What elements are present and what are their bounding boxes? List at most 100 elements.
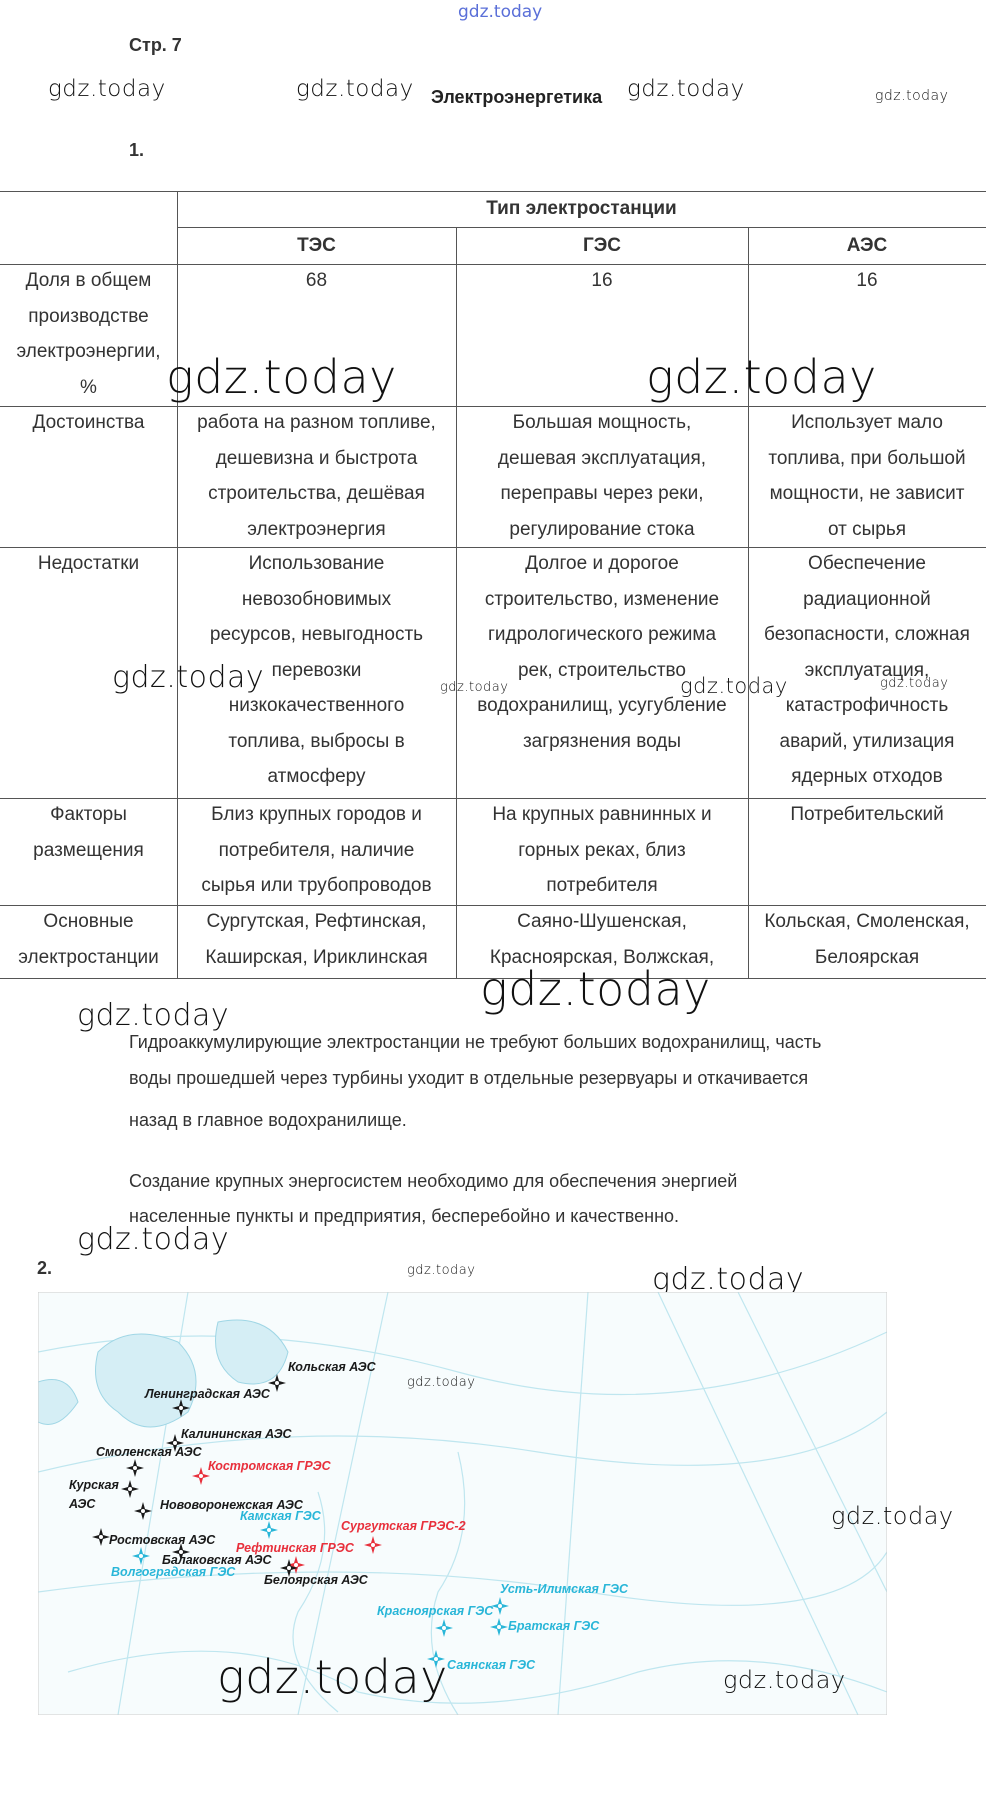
row-label: Недостатки — [0, 546, 177, 582]
cell-line: водохранилищ, усугубление — [477, 695, 727, 716]
station-label: Ростовская АЭС — [109, 1533, 216, 1547]
cell-line: катастрофичность — [785, 695, 949, 716]
station-label: Братская ГЭС — [508, 1619, 600, 1633]
table-cell: 68 — [177, 263, 456, 299]
station-label: Балаковская АЭС — [162, 1553, 272, 1567]
cell-line: сырья или трубопроводов — [201, 875, 432, 896]
watermark: gdz.today — [875, 88, 949, 104]
watermark: gdz.today — [480, 962, 711, 1016]
watermark: gdz.today — [166, 350, 397, 404]
cell-line: эксплуатация, — [804, 659, 930, 681]
cell-line: аварий, утилизация — [779, 730, 955, 752]
station-marker-icon[interactable] — [134, 1502, 152, 1520]
task-1-number: 1. — [129, 140, 145, 160]
cell-line: топлива, выбросы в — [228, 730, 405, 752]
cell-line: невозобновимых — [241, 588, 392, 610]
row-label: Основные электростанции — [0, 904, 177, 975]
watermark: gdz.today — [880, 676, 949, 691]
cell-line: производстве — [28, 305, 149, 327]
cell-line: безопасности, сложная — [764, 624, 970, 645]
row-label: Достоинства — [0, 405, 177, 441]
station-label: Белоярская АЭС — [264, 1573, 368, 1587]
watermark: gdz.today — [831, 1502, 954, 1530]
cell-line: переправы через реки, — [500, 483, 704, 504]
page-title: Электроэнергетика — [431, 87, 603, 107]
watermark: gdz.today — [407, 1263, 476, 1278]
station-label: Красноярская ГЭС — [377, 1604, 494, 1618]
cell-line: потребителя, наличие — [218, 839, 415, 861]
watermark: gdz.today — [296, 76, 414, 102]
station-marker-icon[interactable] — [435, 1619, 453, 1637]
cell-line: горных реках, близ — [518, 839, 686, 861]
table-cell: Использует мало топлива, при большой мощно… — [748, 405, 986, 547]
cell-line: Близ крупных городов и — [211, 804, 422, 825]
cell-line: Использование — [248, 553, 385, 574]
table-cell: Использование невозобновимых ресурсов, нев… — [177, 546, 456, 795]
column-header-ges: ГЭС — [582, 235, 621, 256]
station-marker-icon[interactable] — [92, 1528, 110, 1546]
cell-line: дешевизна и быстрота — [215, 447, 418, 469]
station-marker-icon[interactable] — [491, 1597, 509, 1615]
table-cell: Кольская, Смоленская, Белоярская — [748, 904, 986, 975]
station-label: Кольская АЭС — [288, 1360, 376, 1374]
cell-line: топлива, при большой — [768, 447, 966, 469]
cell-line: регулирование стока — [509, 518, 695, 540]
station-marker-icon[interactable] — [260, 1521, 278, 1539]
station-marker-icon[interactable] — [126, 1459, 144, 1477]
map-background — [38, 1292, 887, 1715]
station-marker-icon[interactable] — [132, 1547, 150, 1565]
station-marker-icon[interactable] — [192, 1467, 210, 1485]
table-cell: Близ крупных городов и потребителя, налич… — [177, 797, 456, 904]
cell-line: мощности, не зависит — [769, 483, 965, 504]
station-label: Рефтинская ГРЭС — [236, 1541, 354, 1555]
station-marker-icon[interactable] — [121, 1480, 139, 1498]
station-marker-icon[interactable] — [268, 1374, 286, 1392]
table-cell: Сургутская, Рефтинская, Каширская, Ирикли… — [177, 904, 456, 975]
table-cell: работа на разном топливе, дешевизна и быс… — [177, 405, 456, 547]
table-cell: 16 — [748, 263, 986, 299]
station-label: Калининская АЭС — [181, 1427, 292, 1441]
watermark: gdz.today — [680, 674, 788, 698]
column-header-tes: ТЭС — [297, 235, 336, 256]
watermark: gdz.today — [112, 660, 265, 695]
column-header-aes: АЭС — [846, 235, 888, 256]
cell-line: низкокачественного — [228, 695, 405, 716]
station-marker-icon[interactable] — [172, 1543, 190, 1561]
station-marker-icon[interactable] — [166, 1434, 184, 1452]
table-cell: Обеспечение радиационной безопасности, сло… — [748, 546, 986, 795]
cell-line: Белоярская — [814, 946, 920, 968]
station-marker-icon[interactable] — [427, 1650, 445, 1668]
paragraph-line: населенные пункты и предприятия, беспере… — [129, 1206, 680, 1226]
cell-line: На крупных равнинных и — [492, 804, 712, 825]
cell-line: перевозки — [271, 659, 362, 681]
cell-line: потребителя — [546, 875, 658, 896]
station-marker-icon[interactable] — [287, 1556, 305, 1574]
cell-line: Доля в общем — [25, 270, 152, 291]
station-marker-icon[interactable] — [280, 1559, 298, 1577]
cell-line: Каширская, Ириклинская — [205, 946, 428, 968]
watermark-top: gdz.today — [458, 2, 543, 22]
station-marker-icon[interactable] — [172, 1399, 190, 1417]
watermark: gdz.today — [217, 1650, 448, 1704]
cell-line: % — [80, 376, 97, 398]
station-label: Нововоронежская АЭС — [160, 1498, 303, 1512]
cell-line: атмосферу — [267, 766, 366, 787]
watermark: gdz.today — [440, 680, 509, 695]
station-marker-icon[interactable] — [364, 1536, 382, 1554]
row-label: Факторы размещения — [0, 797, 177, 868]
cell-line: электроэнергия — [247, 518, 386, 540]
cell-line: ядерных отходов — [791, 766, 943, 787]
station-label: Костромская ГРЭС — [208, 1459, 331, 1473]
station-marker-icon[interactable] — [490, 1618, 508, 1636]
cell-line: от сырья — [827, 518, 907, 540]
task-2-number: 2. — [37, 1258, 53, 1278]
table-cell: Саяно-Шушенская, Красноярская, Волжская, — [456, 904, 748, 975]
watermark: gdz.today — [627, 76, 745, 102]
cell-line: Большая мощность, — [512, 412, 692, 433]
watermark: gdz.today — [652, 1262, 805, 1297]
watermark: gdz.today — [77, 1222, 230, 1257]
cell-line: строительства, дешёвая — [208, 483, 425, 504]
cell-line: Потребительский — [790, 804, 944, 825]
cell-line: рек, строительство — [517, 659, 686, 681]
paragraph-line: Создание крупных энергосистем необходимо… — [129, 1171, 738, 1191]
